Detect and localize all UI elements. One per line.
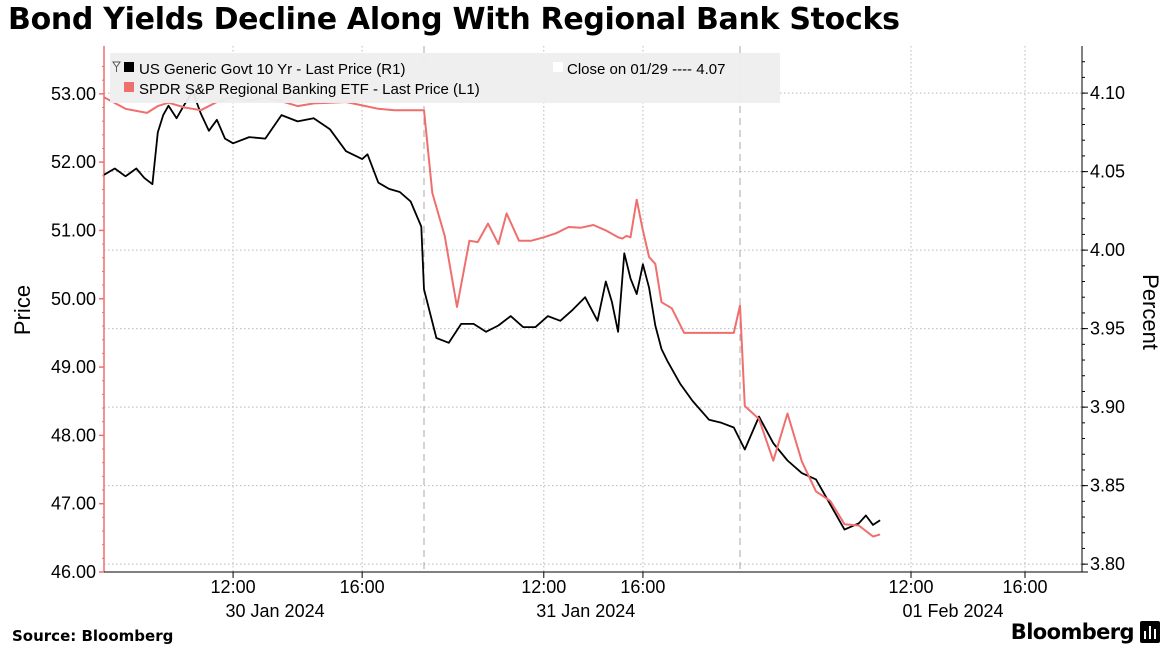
right-tick-label: 3.95 bbox=[1090, 319, 1125, 339]
right-tick-label: 4.10 bbox=[1090, 83, 1125, 103]
left-tick-label: 53.00 bbox=[51, 84, 96, 104]
legend-swatch bbox=[124, 82, 134, 92]
x-tick-label: 12:00 bbox=[521, 577, 566, 597]
x-tick-label: 16:00 bbox=[340, 577, 385, 597]
legend-label: US Generic Govt 10 Yr - Last Price (R1) bbox=[139, 61, 405, 78]
plot-frame bbox=[103, 46, 1088, 573]
legend-swatch bbox=[553, 62, 563, 72]
right-tick-label: 3.80 bbox=[1090, 554, 1125, 574]
x-axis-ticks: 12:00 16:00 12:00 16:00 12:00 16:00 30 Jan 202… bbox=[211, 572, 1048, 621]
right-tick-label: 4.00 bbox=[1090, 240, 1125, 260]
left-tick-label: 50.00 bbox=[51, 289, 96, 309]
x-date-label: 31 Jan 2024 bbox=[536, 601, 635, 621]
x-date-label: 30 Jan 2024 bbox=[226, 601, 325, 621]
left-tick-label: 51.00 bbox=[51, 220, 96, 240]
left-tick-label: 52.00 bbox=[51, 152, 96, 172]
source-note: Source: Bloomberg bbox=[12, 627, 174, 645]
x-tick-label: 12:00 bbox=[888, 577, 933, 597]
left-tick-label: 47.00 bbox=[51, 494, 96, 514]
x-date-label: 01 Feb 2024 bbox=[902, 601, 1003, 621]
data-series bbox=[103, 90, 881, 538]
x-tick-label: 16:00 bbox=[620, 577, 665, 597]
left-tick-label: 48.00 bbox=[51, 425, 96, 445]
pin-icon bbox=[112, 61, 121, 72]
left-axis-title: Price bbox=[10, 285, 35, 335]
legend-label: Close on 01/29 ---- 4.07 bbox=[567, 61, 725, 78]
right-tick-label: 4.05 bbox=[1090, 162, 1125, 182]
legend-label: SPDR S&P Regional Banking ETF - Last Pri… bbox=[139, 81, 480, 98]
x-tick-label: 12:00 bbox=[211, 577, 256, 597]
legend-item-close-reference: Close on 01/29 ---- 4.07 bbox=[553, 61, 725, 78]
right-tick-label: 3.90 bbox=[1090, 397, 1125, 417]
right-axis-title: Percent bbox=[1138, 274, 1163, 350]
legend-swatch bbox=[124, 62, 134, 72]
legend: US Generic Govt 10 Yr - Last Price (R1) S… bbox=[110, 53, 780, 103]
left-axis-ticks: 46.00 47.00 48.00 49.00 50.00 51.00 52.00 53.00 bbox=[51, 65, 104, 582]
left-tick-label: 49.00 bbox=[51, 357, 96, 377]
grid-lines bbox=[104, 46, 1082, 572]
left-tick-label: 46.00 bbox=[51, 562, 96, 582]
right-axis-ticks: 3.80 3.85 3.90 3.95 4.00 4.05 4.10 bbox=[1082, 61, 1125, 574]
legend-item-regional-bank-etf: SPDR S&P Regional Banking ETF - Last Pri… bbox=[124, 81, 480, 98]
bloomberg-terminal-icon bbox=[1140, 621, 1160, 643]
chart-title: Bond Yields Decline Along With Regional … bbox=[8, 2, 900, 37]
legend-item-10yr-yield: US Generic Govt 10 Yr - Last Price (R1) bbox=[124, 61, 405, 78]
brand-name: Bloomberg bbox=[1010, 620, 1135, 644]
series-line-10yr-yield bbox=[103, 90, 881, 531]
legend-background bbox=[110, 53, 780, 103]
bloomberg-logo: Bloomberg bbox=[1011, 620, 1160, 644]
right-tick-label: 3.85 bbox=[1090, 476, 1125, 496]
series-line-regional-bank-etf bbox=[103, 96, 881, 538]
x-tick-label: 16:00 bbox=[1002, 577, 1047, 597]
session-dividers bbox=[423, 46, 741, 572]
